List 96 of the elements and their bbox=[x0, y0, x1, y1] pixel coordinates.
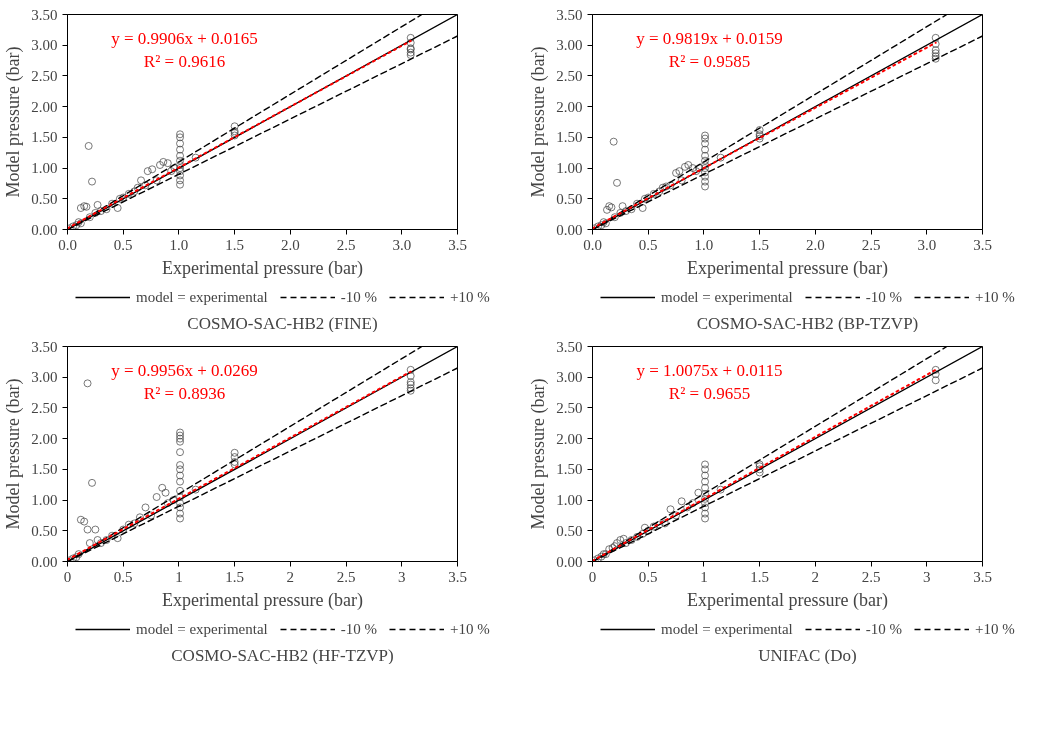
x-axis-title: Experimental pressure (bar) bbox=[687, 589, 888, 611]
y-tick-label: 1.00 bbox=[556, 160, 583, 177]
annotation: R² = 0.9585 bbox=[668, 52, 751, 72]
y-tick-label: 0.00 bbox=[31, 553, 58, 570]
y-tick-label: 0.00 bbox=[31, 221, 58, 238]
annotation: R² = 0.9655 bbox=[668, 384, 751, 404]
x-tick-label: 0 bbox=[63, 568, 72, 585]
x-tick-label: 2 bbox=[811, 568, 820, 585]
y-tick-label: 2.00 bbox=[556, 98, 583, 115]
y-tick-label: 3.00 bbox=[556, 369, 583, 386]
text: UNIFAC (Do) bbox=[758, 645, 857, 665]
y-tick-label: 2.00 bbox=[556, 430, 583, 447]
legend-label: -10 % bbox=[865, 288, 902, 306]
x-tick-label: 2.5 bbox=[336, 236, 356, 253]
y-axis-title: Model pressure (bar) bbox=[3, 46, 25, 198]
x-tick-label: 3.0 bbox=[392, 236, 412, 253]
y-tick-label: 1.00 bbox=[31, 492, 58, 509]
legend-label: -10 % bbox=[340, 620, 377, 638]
annotation: R² = 0.9616 bbox=[143, 52, 226, 72]
x-tick-label: 0.5 bbox=[638, 236, 658, 253]
y-tick-label: 1.00 bbox=[31, 160, 58, 177]
y-axis-title: Model pressure (bar) bbox=[528, 378, 550, 530]
y-tick-label: 0.50 bbox=[31, 190, 58, 207]
legend-label: model = experimental bbox=[661, 288, 793, 306]
x-tick-label: 1 bbox=[700, 568, 708, 585]
legend-label: model = experimental bbox=[136, 288, 268, 306]
y-axis-title: Model pressure (bar) bbox=[3, 378, 25, 530]
y-tick-label: 2.50 bbox=[31, 399, 58, 416]
y-tick-label: 3.50 bbox=[556, 338, 583, 355]
x-tick-label: 0.5 bbox=[113, 236, 133, 253]
x-tick-label: 1.0 bbox=[694, 236, 714, 253]
x-tick-label: 1.5 bbox=[225, 568, 245, 585]
y-tick-label: 1.50 bbox=[31, 129, 58, 146]
x-tick-label: 1 bbox=[175, 568, 183, 585]
x-tick-label: 1.5 bbox=[750, 568, 770, 585]
legend-label: model = experimental bbox=[661, 620, 793, 638]
x-tick-label: 0.0 bbox=[583, 236, 602, 253]
annotation: y = 1.0075x + 0.0115 bbox=[636, 360, 783, 380]
x-tick-label: 3.5 bbox=[448, 236, 467, 253]
x-tick-label: 3.5 bbox=[973, 236, 992, 253]
x-axis-title: Experimental pressure (bar) bbox=[687, 257, 888, 279]
text: COSMO-SAC-HB2 (FINE) bbox=[187, 313, 378, 333]
x-axis-title: Experimental pressure (bar) bbox=[162, 589, 363, 611]
y-tick-label: 3.00 bbox=[31, 369, 58, 386]
y-axis-title: Model pressure (bar) bbox=[528, 46, 550, 198]
legend-label: +10 % bbox=[450, 620, 490, 638]
y-tick-label: 2.50 bbox=[31, 67, 58, 84]
y-tick-label: 3.50 bbox=[31, 6, 58, 23]
y-tick-label: 0.00 bbox=[556, 221, 583, 238]
y-tick-label: 2.50 bbox=[556, 67, 583, 84]
annotation: y = 0.9906x + 0.0165 bbox=[111, 28, 258, 48]
x-tick-label: 0.5 bbox=[113, 568, 133, 585]
text: COSMO-SAC-HB2 (BP-TZVP) bbox=[696, 313, 919, 333]
x-tick-label: 2.5 bbox=[861, 568, 881, 585]
y-tick-label: 2.00 bbox=[31, 98, 58, 115]
x-tick-label: 1.5 bbox=[750, 236, 770, 253]
text: COSMO-SAC-HB2 (HF-TZVP) bbox=[171, 645, 394, 665]
x-axis-title: Experimental pressure (bar) bbox=[162, 257, 363, 279]
x-tick-label: 2.0 bbox=[280, 236, 300, 253]
x-tick-label: 2.0 bbox=[805, 236, 825, 253]
y-tick-label: 3.00 bbox=[31, 37, 58, 54]
y-tick-label: 3.00 bbox=[556, 37, 583, 54]
x-tick-label: 2.5 bbox=[336, 568, 356, 585]
x-tick-label: 1.5 bbox=[225, 236, 245, 253]
y-tick-label: 0.50 bbox=[556, 190, 583, 207]
x-tick-label: 3 bbox=[398, 568, 406, 585]
x-tick-label: 3 bbox=[923, 568, 931, 585]
legend-label: -10 % bbox=[340, 288, 377, 306]
annotation: y = 0.9956x + 0.0269 bbox=[111, 360, 258, 380]
y-tick-label: 1.00 bbox=[556, 492, 583, 509]
x-tick-label: 3.0 bbox=[917, 236, 937, 253]
y-tick-label: 1.50 bbox=[556, 129, 583, 146]
x-tick-label: 2 bbox=[286, 568, 295, 585]
y-tick-label: 1.50 bbox=[31, 461, 58, 478]
legend-label: model = experimental bbox=[136, 620, 268, 638]
annotation: y = 0.9819x + 0.0159 bbox=[636, 28, 783, 48]
y-tick-label: 0.50 bbox=[556, 522, 583, 539]
y-tick-label: 0.00 bbox=[556, 553, 583, 570]
x-tick-label: 0.5 bbox=[638, 568, 658, 585]
y-tick-label: 0.50 bbox=[31, 522, 58, 539]
y-tick-label: 1.50 bbox=[556, 461, 583, 478]
x-tick-label: 0 bbox=[588, 568, 597, 585]
x-tick-label: 3.5 bbox=[448, 568, 467, 585]
y-tick-label: 2.00 bbox=[31, 430, 58, 447]
annotation: R² = 0.8936 bbox=[143, 384, 226, 404]
x-tick-label: 1.0 bbox=[169, 236, 189, 253]
legend-label: -10 % bbox=[865, 620, 902, 638]
legend-label: +10 % bbox=[975, 288, 1015, 306]
x-tick-label: 2.5 bbox=[861, 236, 881, 253]
x-tick-label: 0.0 bbox=[58, 236, 77, 253]
legend-label: +10 % bbox=[450, 288, 490, 306]
y-tick-label: 2.50 bbox=[556, 399, 583, 416]
y-tick-label: 3.50 bbox=[556, 6, 583, 23]
y-tick-label: 3.50 bbox=[31, 338, 58, 355]
x-tick-label: 3.5 bbox=[973, 568, 992, 585]
legend-label: +10 % bbox=[975, 620, 1015, 638]
